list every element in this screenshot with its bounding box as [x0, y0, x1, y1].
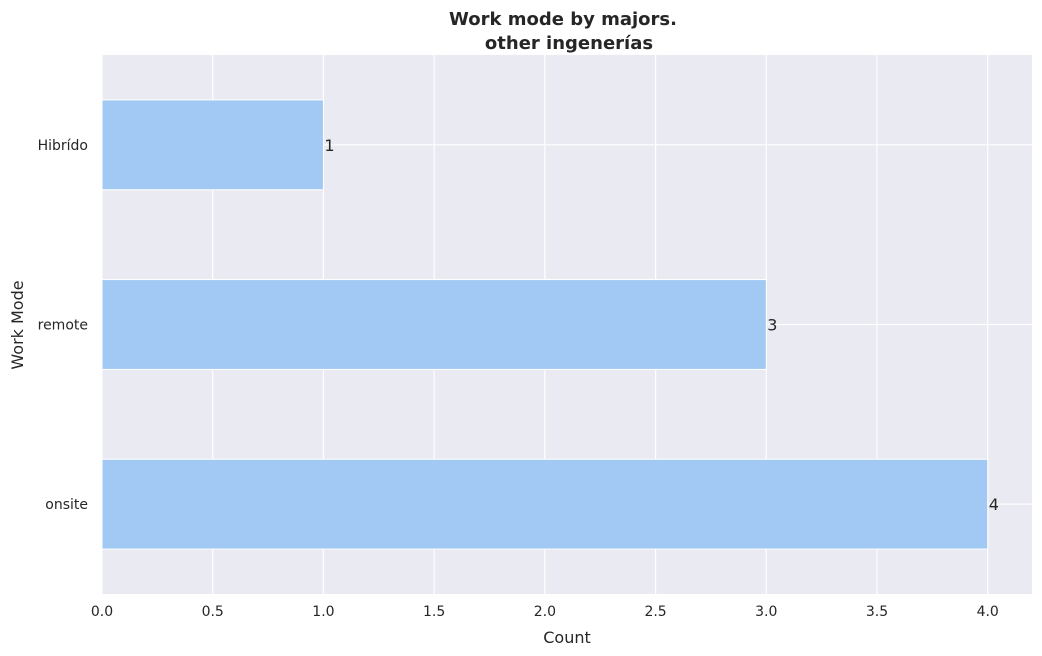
data-label-1: 3: [767, 316, 777, 335]
bar-2: [101, 458, 989, 550]
bar-0: [101, 99, 324, 191]
x-tick-label: 4.0: [977, 604, 999, 620]
x-tick-label: 1.0: [312, 604, 334, 620]
data-labels: 1 3 4: [324, 136, 998, 514]
x-tick-label: 0.0: [91, 604, 113, 620]
y-axis-label: Work Mode: [8, 280, 27, 369]
x-tick-label: 1.5: [423, 604, 445, 620]
chart-title-line-2: other ingenerías: [485, 33, 653, 54]
x-tick-label: 0.5: [202, 604, 224, 620]
x-axis-ticks: 0.0 0.5 1.0 1.5 2.0 2.5 3.0 3.5 4.0: [91, 604, 999, 620]
y-tick-label: remote: [38, 318, 88, 334]
bar-1: [101, 279, 767, 370]
chart-title-line-1: Work mode by majors.: [449, 9, 677, 30]
y-tick-label: onsite: [45, 497, 88, 513]
bars: [101, 99, 989, 550]
x-tick-label: 3.0: [755, 604, 777, 620]
x-axis-label: Count: [543, 628, 591, 647]
y-axis-ticks: Hibrído remote onsite: [38, 138, 88, 513]
x-tick-label: 2.0: [534, 604, 556, 620]
x-tick-label: 3.5: [866, 604, 888, 620]
x-tick-label: 2.5: [644, 604, 666, 620]
data-label-0: 1: [324, 136, 334, 155]
data-label-2: 4: [989, 495, 999, 514]
y-tick-label: Hibrído: [38, 138, 88, 154]
